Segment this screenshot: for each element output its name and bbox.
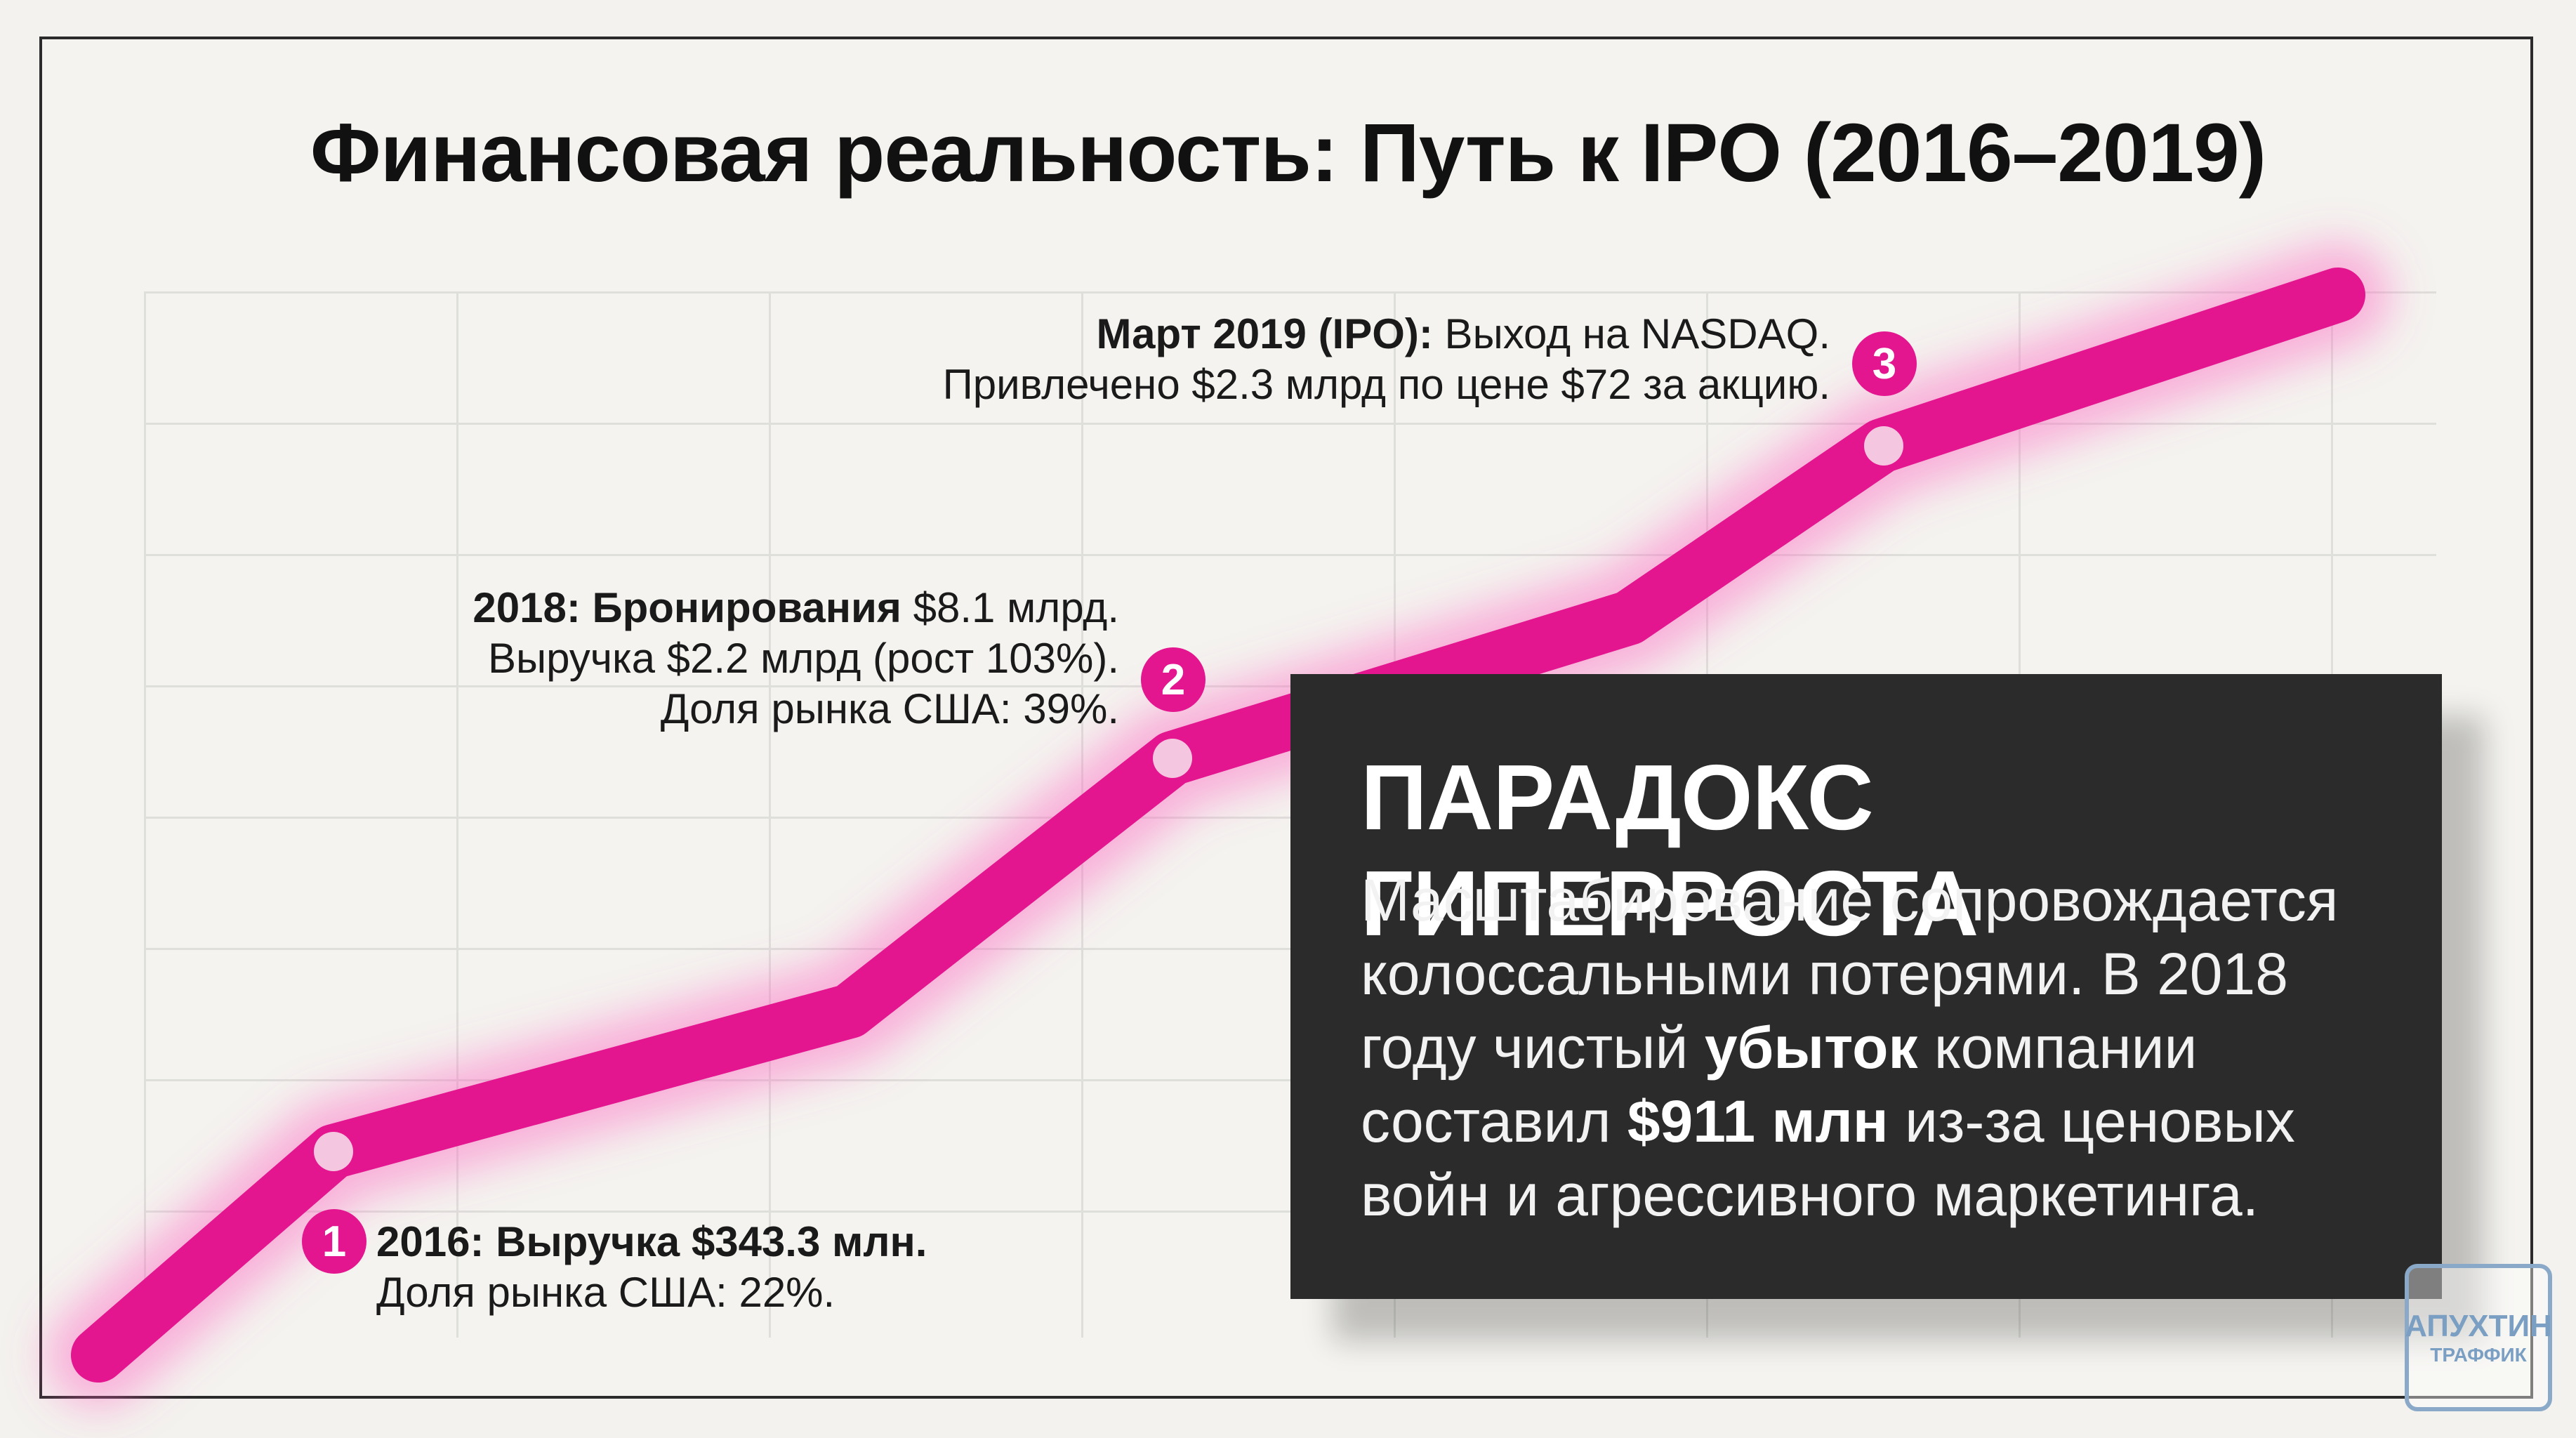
- milestone-1-share: Доля рынка США: 22%.: [376, 1269, 835, 1316]
- milestone-marker-1: 1: [302, 1209, 366, 1274]
- brand-logo: АПУХТИН ТРАФФИК: [2405, 1264, 2552, 1411]
- milestone-note-1: 2016: Выручка $343.3 млн. Доля рынка США…: [376, 1217, 927, 1318]
- panel-body: Масштабирование сопровождается колоссаль…: [1361, 864, 2414, 1232]
- milestone-marker-2: 2: [1141, 647, 1206, 712]
- milestone-3-raised: Привлечено $2.3 млрд по цене $72 за акци…: [942, 361, 1830, 408]
- milestone-marker-3: 3: [1852, 331, 1917, 396]
- milestone-2-revenue: Выручка $2.2 млрд (рост 103%).: [487, 635, 1119, 682]
- panel-text-2: компании составил: [1361, 1015, 2198, 1154]
- milestone-1-headline: 2016: Выручка $343.3 млн.: [376, 1218, 927, 1265]
- panel-text-1: Масштабирование сопровождается колоссаль…: [1361, 867, 2339, 1081]
- panel-bold-amount: $911 млн: [1627, 1088, 1889, 1154]
- page-title: Финансовая реальность: Путь к IPO (2016–…: [310, 107, 2266, 199]
- milestone-point-3: [1864, 426, 1903, 466]
- logo-line-1: АПУХТИН: [2405, 1309, 2552, 1343]
- milestone-2-share: Доля рынка США: 39%.: [660, 685, 1119, 732]
- paradox-panel: ПАРАДОКС ГИПЕРРОСТА Масштабирование сопр…: [1290, 674, 2442, 1299]
- milestone-point-1: [314, 1132, 353, 1171]
- milestone-point-2: [1153, 739, 1192, 778]
- milestone-2-headline: 2018: Бронирования: [473, 584, 901, 631]
- milestone-note-3: Март 2019 (IPO): Выход на NASDAQ. Привле…: [943, 309, 1830, 410]
- milestone-note-2: 2018: Бронирования $8.1 млрд. Выручка $2…: [473, 583, 1119, 734]
- milestone-3-listing: Выход на NASDAQ.: [1432, 310, 1830, 357]
- milestone-3-headline: Март 2019 (IPO):: [1096, 310, 1433, 357]
- panel-heading: ПАРАДОКС ГИПЕРРОСТА: [1361, 746, 1979, 955]
- logo-line-2: ТРАФФИК: [2430, 1344, 2527, 1366]
- panel-text-3: из-за ценовых войн и агрессивного маркет…: [1361, 1088, 2295, 1228]
- milestone-2-bookings: $8.1 млрд.: [901, 584, 1119, 631]
- panel-bold-loss: убыток: [1704, 1015, 1918, 1081]
